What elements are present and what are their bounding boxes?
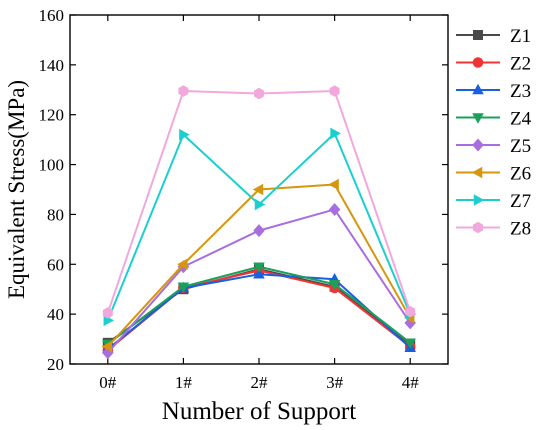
axes: 20 40 60 80 100 120 140 160 0# 1# 2# 3# 4#	[39, 6, 449, 392]
series-z5	[102, 202, 416, 360]
y-tick-label: 140	[39, 56, 65, 75]
legend-marker	[473, 221, 483, 234]
legend-marker	[471, 166, 483, 179]
y-tick-label: 40	[47, 305, 64, 324]
legend-label: Z6	[510, 164, 531, 185]
legend-label: Z5	[510, 136, 531, 157]
legend-marker	[472, 113, 484, 124]
data-point	[177, 258, 188, 271]
legend-item-z5: Z5	[456, 136, 531, 157]
x-tick-label: 1#	[175, 373, 193, 392]
legend-item-z2: Z2	[456, 54, 531, 75]
legend-item-z8: Z8	[456, 219, 531, 240]
legend-label: Z3	[510, 81, 531, 102]
x-tick-label: 0#	[99, 373, 117, 392]
y-tick-label: 100	[39, 156, 65, 175]
y-axis-title: Equivalent Stress(MPa)	[4, 80, 29, 299]
data-point	[253, 224, 265, 238]
legend-marker	[472, 138, 484, 152]
data-point	[177, 282, 190, 293]
data-point	[179, 128, 190, 141]
legend-item-z7: Z7	[456, 191, 531, 212]
data-point	[330, 127, 341, 140]
legend-marker	[472, 57, 484, 68]
legend: Z1 Z2 Z3 Z4 Z5 Z6 Z7 Z8	[456, 26, 532, 240]
data-point	[101, 340, 113, 353]
x-tick-label: 4#	[402, 373, 420, 392]
data-point	[254, 87, 264, 100]
legend-item-z4: Z4	[456, 109, 532, 130]
data-point	[328, 202, 341, 216]
legend-label: Z2	[510, 54, 531, 75]
data-point	[102, 307, 113, 319]
legend-marker	[472, 83, 484, 95]
x-tick-label: 2#	[251, 373, 269, 392]
data-point	[405, 305, 416, 318]
legend-item-z1: Z1	[456, 26, 531, 47]
data-point	[328, 178, 339, 191]
y-tick-label: 120	[39, 106, 65, 125]
data-point	[329, 85, 340, 97]
legend-label: Z8	[510, 219, 531, 240]
data-point	[252, 183, 264, 196]
legend-marker	[473, 194, 485, 206]
x-tick-label: 3#	[326, 373, 344, 392]
legend-item-z3: Z3	[456, 81, 531, 102]
y-tick-label: 160	[39, 6, 65, 25]
data-point	[253, 268, 265, 279]
series-z8	[102, 85, 416, 319]
data-point	[178, 85, 189, 97]
legend-label: Z7	[510, 191, 531, 212]
data-point	[328, 279, 341, 291]
legend-marker	[473, 30, 483, 40]
data-point	[253, 262, 265, 274]
y-tick-label: 80	[47, 205, 64, 224]
legend-item-z6: Z6	[456, 164, 531, 185]
legend-label: Z1	[510, 26, 531, 47]
y-tick-label: 20	[47, 355, 64, 374]
series-group	[101, 85, 417, 360]
x-axis-title: Number of Support	[162, 398, 356, 425]
data-point	[404, 338, 416, 350]
data-point	[254, 198, 266, 211]
y-tick-label: 60	[47, 255, 64, 274]
legend-label: Z4	[510, 109, 532, 130]
